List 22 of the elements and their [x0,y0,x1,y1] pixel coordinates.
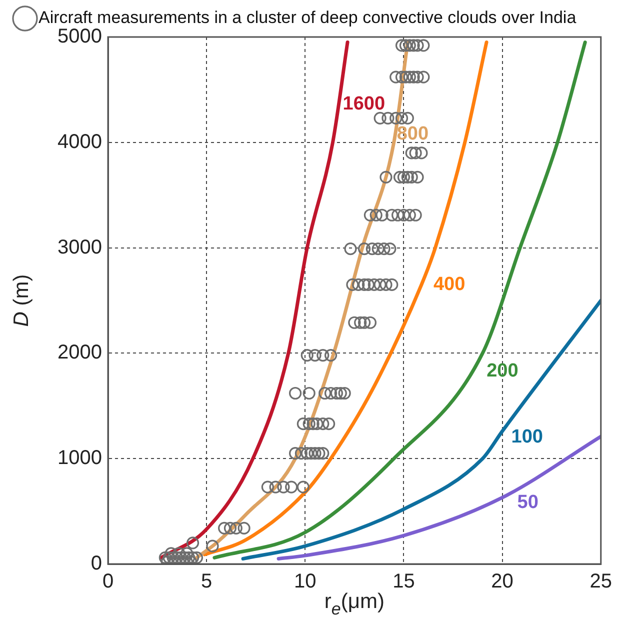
line-series [212,40,587,560]
x-tick-label: 5 [201,570,212,593]
x-tick-label: 15 [392,570,415,593]
x-tick-label: 10 [294,570,316,593]
y-tick-label: 5000 [58,26,102,48]
y-tick-label: 3000 [58,236,102,258]
series-label: 400 [433,274,466,295]
series-label: 800 [396,124,429,145]
y-tick-label: 1000 [58,447,102,470]
y-tick-label: 2000 [58,342,102,364]
series-label: 200 [486,360,518,382]
y-tick-label: 4000 [58,130,102,153]
series-label: 100 [511,426,544,448]
y-tick-label: 0 [90,552,102,575]
series-label: 50 [517,492,538,513]
y-axis-title: D (m) [10,274,33,327]
series-label: 1600 [342,94,386,115]
legend-label: Aircraft measurements in a cluster of deep convective clouds over India [38,8,577,28]
line-series [202,40,488,556]
x-tick-label: 20 [491,570,514,593]
line-series [241,298,601,560]
x-tick-label: 25 [590,570,612,593]
